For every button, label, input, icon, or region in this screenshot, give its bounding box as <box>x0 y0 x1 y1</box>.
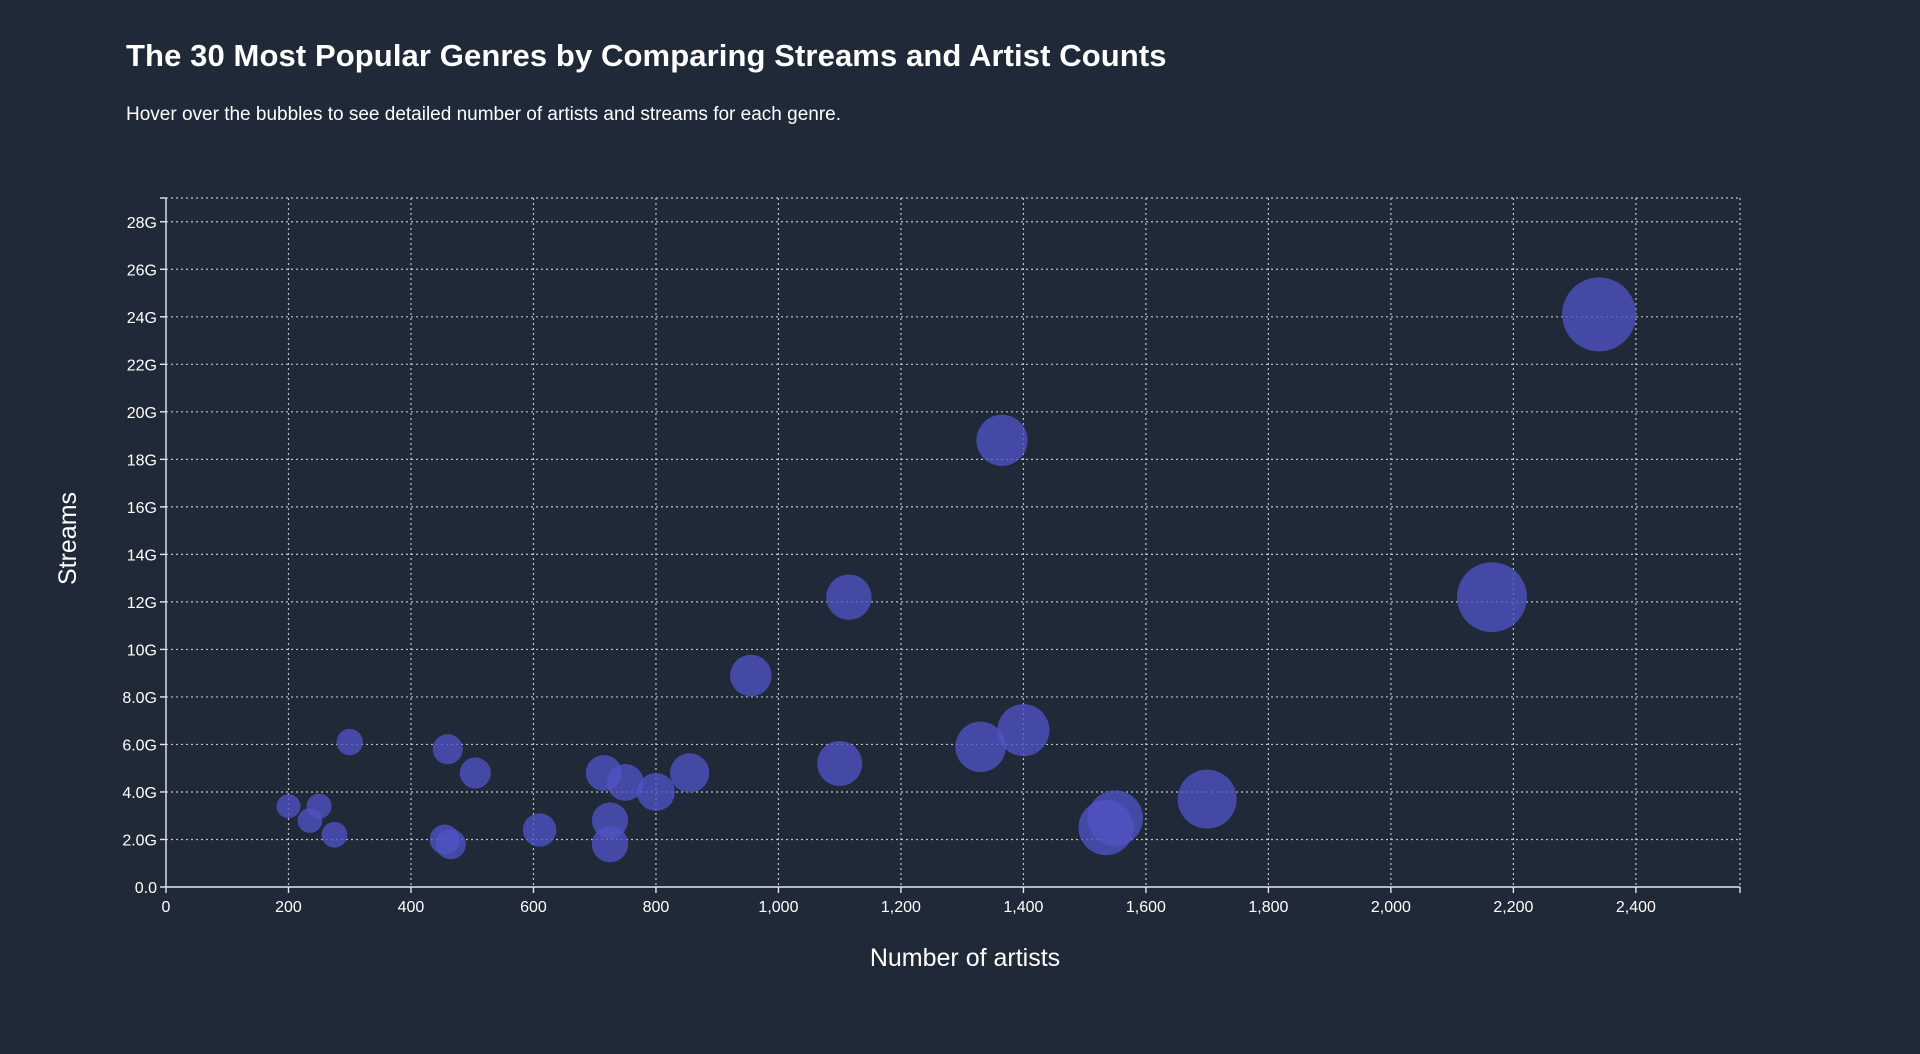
bubble[interactable] <box>976 414 1028 466</box>
x-tick-label: 600 <box>520 899 547 916</box>
y-tick-label: 22G <box>127 357 157 374</box>
bubble[interactable] <box>459 757 491 789</box>
bubble[interactable] <box>636 772 675 811</box>
x-tick-label: 0 <box>162 899 171 916</box>
x-tick-label: 2,000 <box>1371 899 1411 916</box>
bubbles <box>276 277 1637 863</box>
page-title: The 30 Most Popular Genres by Comparing … <box>126 38 1167 73</box>
y-tick-label: 16G <box>127 500 157 517</box>
bubble[interactable] <box>669 753 710 793</box>
x-tick-label: 2,400 <box>1616 899 1656 916</box>
x-tick-label: 1,800 <box>1248 899 1288 916</box>
grid <box>166 197 1741 887</box>
bubble[interactable] <box>826 574 872 620</box>
y-tick-label: 20G <box>127 405 157 422</box>
bubble[interactable] <box>336 728 363 756</box>
y-tick-label: 24G <box>127 310 157 327</box>
y-tick-label: 26G <box>127 262 157 279</box>
y-tick-label: 10G <box>127 642 157 659</box>
x-tick-label: 1,600 <box>1126 899 1166 916</box>
x-tick-label: 2,200 <box>1493 899 1533 916</box>
y-tick-label: 2.0G <box>122 832 157 849</box>
bubble[interactable] <box>1177 769 1237 829</box>
bubble[interactable] <box>1562 277 1637 352</box>
x-tick-label: 200 <box>275 899 302 916</box>
x-tick-label: 1,400 <box>1003 899 1043 916</box>
bubble[interactable] <box>591 826 629 863</box>
x-tick-label: 800 <box>643 899 670 916</box>
y-tick-label: 14G <box>127 547 157 564</box>
x-tick-label: 1,200 <box>881 899 921 916</box>
bubble[interactable] <box>997 704 1050 757</box>
bubble[interactable] <box>276 794 301 819</box>
bubble[interactable] <box>321 821 348 848</box>
bubble[interactable] <box>817 740 863 786</box>
y-tick-label: 0.0 <box>135 880 157 897</box>
y-tick-label: 18G <box>127 452 157 469</box>
y-tick-label: 4.0G <box>122 785 157 802</box>
y-tick-label: 6.0G <box>122 737 157 754</box>
x-tick-label: 400 <box>398 899 425 916</box>
bubble[interactable] <box>432 734 463 765</box>
bubble[interactable] <box>1457 562 1527 633</box>
bubble[interactable] <box>297 808 323 833</box>
y-tick-label: 12G <box>127 595 157 612</box>
y-tick-label: 28G <box>127 215 157 232</box>
y-tick-label: 8.0G <box>122 690 157 707</box>
bubble[interactable] <box>429 824 460 855</box>
x-axis-title: Number of artists <box>870 944 1060 972</box>
y-axis-title: Streams <box>54 492 82 585</box>
bubble[interactable] <box>730 654 772 697</box>
axes: 0 200 400 600 800 1,000 1,200 1,400 1,600 1,800 2,… <box>122 197 1741 916</box>
page-subtitle: Hover over the bubbles to see detailed n… <box>126 104 842 125</box>
bubble[interactable] <box>585 754 622 791</box>
x-tick-label: 1,000 <box>758 899 798 916</box>
bubble[interactable] <box>955 721 1006 773</box>
bubble[interactable] <box>1078 800 1134 856</box>
bubble[interactable] <box>522 813 557 847</box>
